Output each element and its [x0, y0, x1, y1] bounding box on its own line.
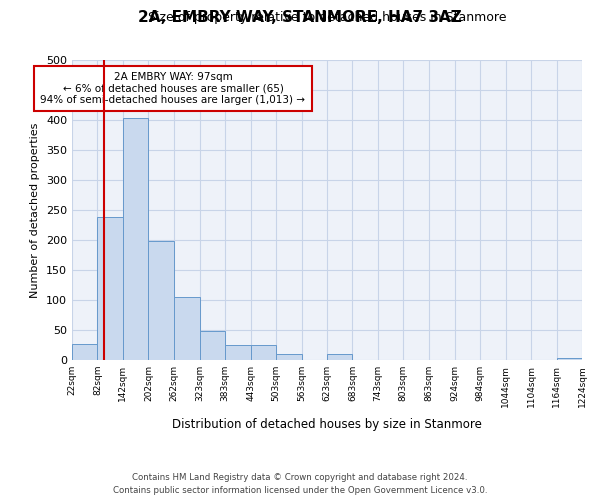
Bar: [225, 345, 251, 360]
Bar: [72, 344, 97, 360]
Title: Size of property relative to detached houses in Stanmore: Size of property relative to detached ho…: [148, 11, 506, 24]
Bar: [200, 331, 225, 360]
Text: 2A, EMBRY WAY, STANMORE, HA7 3AZ: 2A, EMBRY WAY, STANMORE, HA7 3AZ: [138, 10, 462, 25]
Bar: [174, 297, 200, 360]
Bar: [148, 240, 174, 360]
Bar: [276, 354, 302, 360]
Text: Contains HM Land Registry data © Crown copyright and database right 2024.
Contai: Contains HM Land Registry data © Crown c…: [113, 474, 487, 495]
Bar: [97, 217, 123, 360]
Y-axis label: Number of detached properties: Number of detached properties: [31, 122, 40, 298]
Bar: [123, 118, 148, 360]
Bar: [251, 345, 276, 360]
Text: 2A EMBRY WAY: 97sqm
← 6% of detached houses are smaller (65)
94% of semi-detache: 2A EMBRY WAY: 97sqm ← 6% of detached hou…: [40, 72, 305, 105]
Bar: [557, 358, 582, 360]
X-axis label: Distribution of detached houses by size in Stanmore: Distribution of detached houses by size …: [172, 418, 482, 431]
Bar: [327, 354, 352, 360]
